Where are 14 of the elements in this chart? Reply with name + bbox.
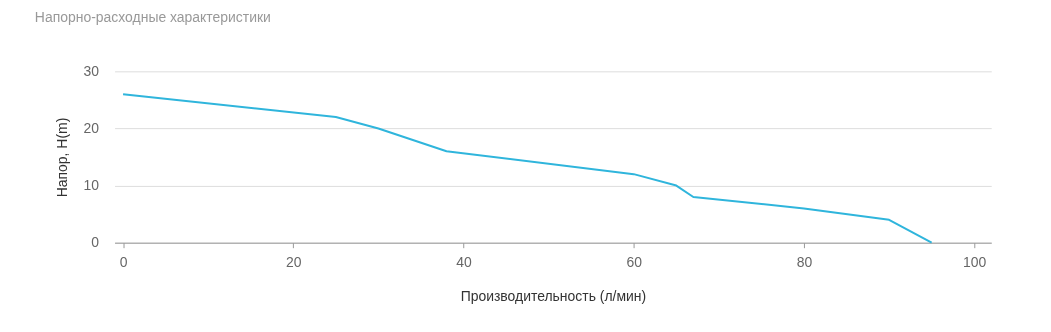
x-tick-label: 20	[286, 254, 302, 271]
x-axis-title: Производительность (л/мин)	[460, 287, 647, 304]
y-tick-label: 10	[83, 177, 100, 194]
chart-title: Напорно-расходные характеристики	[34, 8, 271, 25]
x-tick-label: 100	[963, 254, 987, 271]
y-tick-label: 30	[83, 62, 100, 79]
x-tick-label: 80	[796, 254, 813, 271]
y-tick-label: 20	[83, 119, 100, 136]
y-tick-label: 0	[91, 234, 100, 251]
y-axis-title: Напор, H(m)	[53, 117, 70, 198]
x-tick-label: 60	[626, 254, 643, 271]
x-tick-label: 0	[119, 254, 128, 271]
x-tick-label: 40	[456, 254, 473, 271]
line-series	[122, 93, 933, 244]
